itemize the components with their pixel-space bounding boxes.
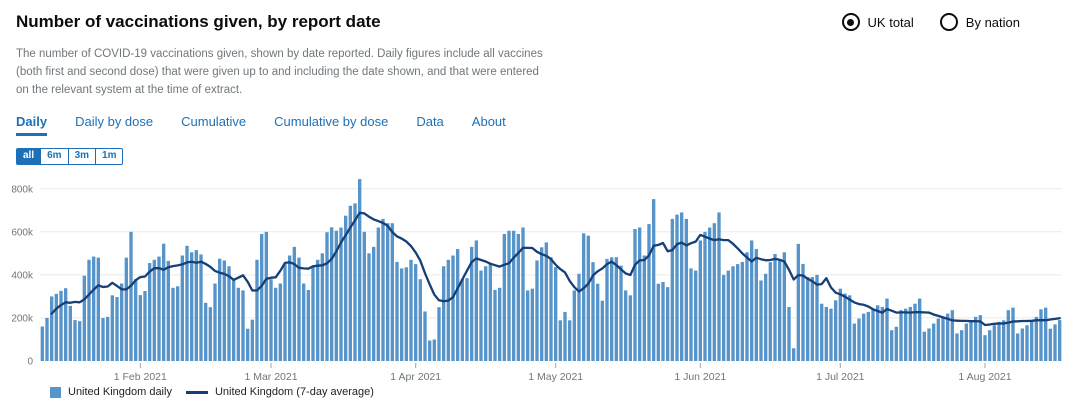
legend-item-daily[interactable]: United Kingdom daily <box>50 386 172 398</box>
svg-text:1 Mar 2021: 1 Mar 2021 <box>244 371 297 383</box>
vaccinations-chart[interactable]: 0 200k 400k 600k 800k 1 Feb 2021 1 Mar 2021 1 A… <box>0 173 1080 385</box>
tab-daily-by-dose[interactable]: Daily by dose <box>75 114 154 130</box>
radio-by-nation-label: By nation <box>965 14 1020 30</box>
svg-text:0: 0 <box>27 357 33 368</box>
svg-text:1 Jul 2021: 1 Jul 2021 <box>816 371 865 383</box>
scope-radio-group: UK total By nation <box>841 13 1020 31</box>
svg-text:1 Aug 2021: 1 Aug 2021 <box>958 371 1011 383</box>
svg-text:400k: 400k <box>11 271 34 282</box>
page-title: Number of vaccinations given, by report … <box>16 12 381 31</box>
legend-daily-label: United Kingdom daily <box>68 386 172 399</box>
bar-swatch-icon <box>50 386 61 398</box>
range-1m-button[interactable]: 1m <box>95 148 124 166</box>
svg-text:200k: 200k <box>11 314 34 325</box>
range-3m-button[interactable]: 3m <box>67 148 97 166</box>
tab-cumulative-by-dose[interactable]: Cumulative by dose <box>274 114 389 130</box>
radio-by-nation[interactable]: By nation <box>939 13 1020 31</box>
time-range-group: all 6m 3m 1m <box>16 148 1064 166</box>
chart-description: The number of COVID-19 vaccinations give… <box>16 48 543 97</box>
tab-cumulative[interactable]: Cumulative <box>181 114 247 130</box>
line-swatch-icon <box>185 390 208 394</box>
svg-text:1 May 2021: 1 May 2021 <box>528 371 583 383</box>
range-6m-button[interactable]: 6m <box>40 148 69 166</box>
svg-text:600k: 600k <box>11 227 34 238</box>
tab-data[interactable]: Data <box>416 114 444 130</box>
header: Number of vaccinations given, by report … <box>16 8 1064 32</box>
svg-text:800k: 800k <box>11 184 34 195</box>
svg-text:1 Feb 2021: 1 Feb 2021 <box>114 371 167 383</box>
chart-legend: United Kingdom daily United Kingdom (7-d… <box>50 386 1080 398</box>
legend-average-label: United Kingdom (7-day average) <box>214 386 374 399</box>
range-all-button[interactable]: all <box>16 148 42 166</box>
radio-unselected-icon[interactable] <box>939 13 958 31</box>
tab-daily[interactable]: Daily <box>16 114 48 137</box>
radio-uk-total[interactable]: UK total <box>841 13 914 31</box>
legend-item-average[interactable]: United Kingdom (7-day average) <box>185 386 374 399</box>
tab-bar: Daily Daily by dose Cumulative Cumulativ… <box>16 114 1064 137</box>
radio-uk-total-label: UK total <box>867 14 914 30</box>
svg-text:1 Jun 2021: 1 Jun 2021 <box>674 371 726 383</box>
radio-selected-icon[interactable] <box>841 13 860 31</box>
svg-text:1 Apr 2021: 1 Apr 2021 <box>390 371 441 383</box>
tab-about[interactable]: About <box>471 114 506 130</box>
